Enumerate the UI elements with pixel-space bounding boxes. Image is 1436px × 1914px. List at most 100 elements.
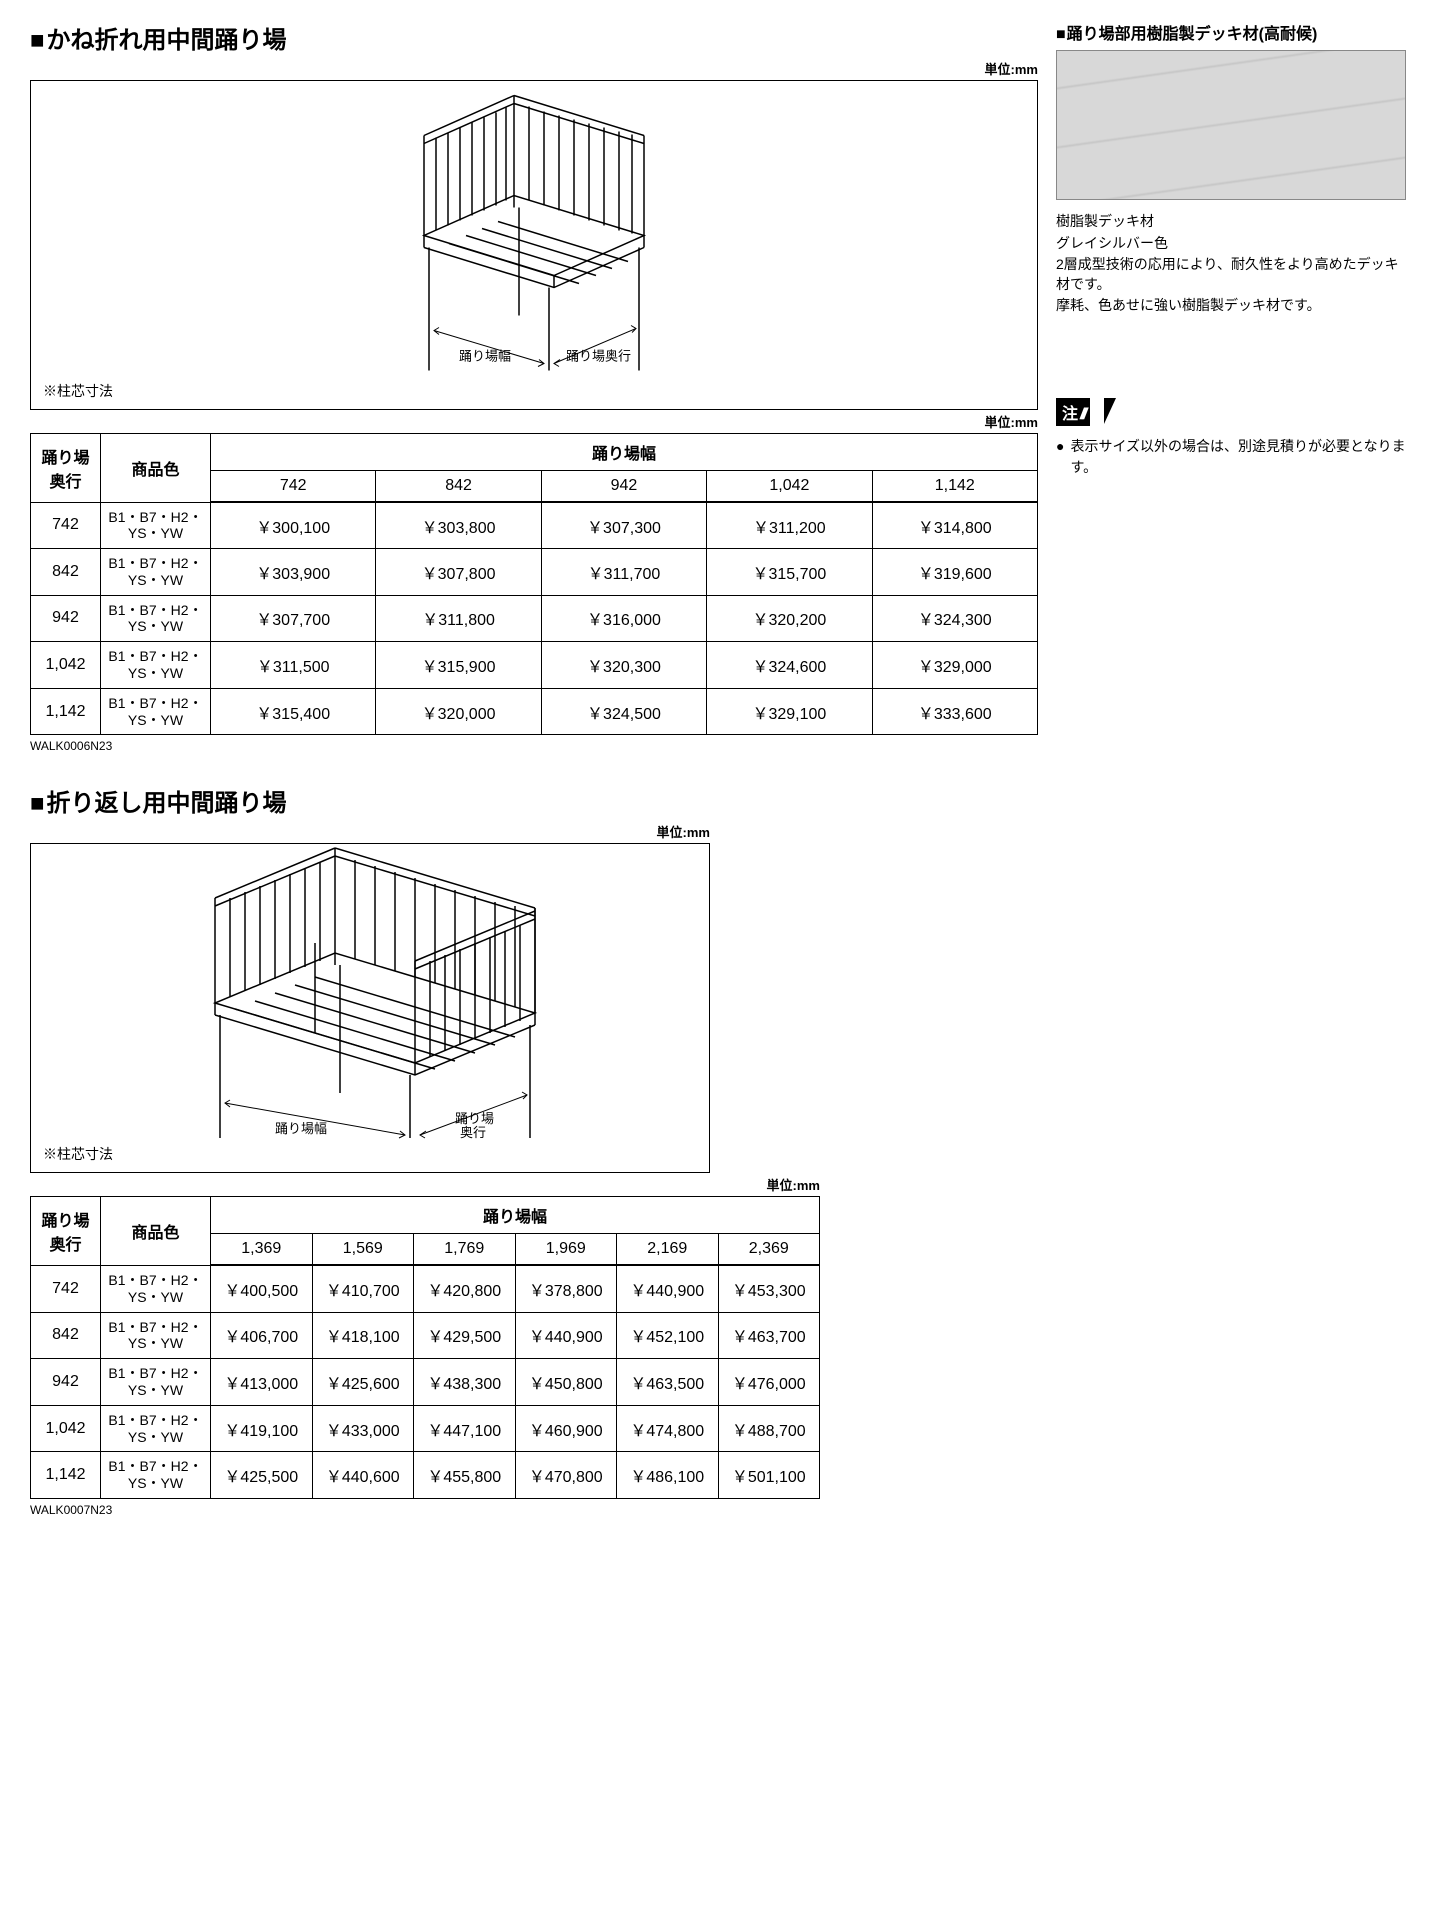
color-cell: B1・B7・H2・ YS・YW xyxy=(101,502,211,549)
price-cell: ￥470,800 xyxy=(515,1452,617,1499)
color-cell: B1・B7・H2・ YS・YW xyxy=(101,595,211,642)
width-col-header: 1,969 xyxy=(515,1234,617,1266)
price-cell: ￥440,900 xyxy=(515,1312,617,1359)
th2-width-group: 踊り場幅 xyxy=(211,1197,820,1234)
price-cell: ￥418,100 xyxy=(312,1312,414,1359)
price-cell: ￥378,800 xyxy=(515,1265,617,1312)
width-col-header: 1,142 xyxy=(872,471,1037,503)
price-cell: ￥425,600 xyxy=(312,1359,414,1406)
landing-diagram-2: 踊り場幅 踊り場奥行 xyxy=(155,843,585,1143)
diagram1-depth-label: 踊り場奥行 xyxy=(566,349,631,364)
price-cell: ￥463,500 xyxy=(617,1359,719,1406)
price-cell: ￥324,600 xyxy=(707,642,872,689)
price-cell: ￥474,800 xyxy=(617,1405,719,1452)
price-cell: ￥438,300 xyxy=(414,1359,516,1406)
width-col-header: 1,042 xyxy=(707,471,872,503)
section1-title: かね折れ用中間踊り場 xyxy=(30,20,1038,55)
th2-depth: 踊り場 奥行 xyxy=(31,1197,101,1266)
price-cell: ￥303,900 xyxy=(211,549,376,596)
price-cell: ￥447,100 xyxy=(414,1405,516,1452)
note-bullet: ● 表示サイズ以外の場合は、別途見積りが必要となります。 xyxy=(1056,436,1406,478)
table-row: 842B1・B7・H2・ YS・YW￥303,900￥307,800￥311,7… xyxy=(31,549,1038,596)
color-cell: B1・B7・H2・ YS・YW xyxy=(101,1405,211,1452)
section1-price-table: 踊り場 奥行 商品色 踊り場幅 7428429421,0421,142 742B… xyxy=(30,433,1038,735)
th-depth: 踊り場 奥行 xyxy=(31,434,101,503)
material-desc1: 2層成型技術の応用により、耐久性をより高めたデッキ材です。 xyxy=(1056,255,1406,294)
depth-cell: 942 xyxy=(31,595,101,642)
price-cell: ￥460,900 xyxy=(515,1405,617,1452)
price-cell: ￥410,700 xyxy=(312,1265,414,1312)
section2-title: 折り返し用中間踊り場 xyxy=(30,783,1406,818)
price-cell: ￥300,100 xyxy=(211,502,376,549)
price-cell: ￥311,500 xyxy=(211,642,376,689)
price-cell: ￥455,800 xyxy=(414,1452,516,1499)
width-col-header: 2,169 xyxy=(617,1234,719,1266)
section1-unit-table: 単位:mm xyxy=(30,412,1038,431)
price-cell: ￥420,800 xyxy=(414,1265,516,1312)
price-cell: ￥319,600 xyxy=(872,549,1037,596)
width-col-header: 1,769 xyxy=(414,1234,516,1266)
material-color: グレイシルバー色 xyxy=(1056,234,1406,254)
price-cell: ￥324,300 xyxy=(872,595,1037,642)
price-cell: ￥329,000 xyxy=(872,642,1037,689)
section2-diagram: 踊り場幅 踊り場奥行 ※柱芯寸法 xyxy=(30,843,710,1173)
depth-cell: 1,042 xyxy=(31,1405,101,1452)
price-cell: ￥463,700 xyxy=(718,1312,820,1359)
th-color: 商品色 xyxy=(101,434,211,503)
material-desc2: 摩耗、色あせに強い樹脂製デッキ材です。 xyxy=(1056,296,1406,316)
depth-cell: 1,142 xyxy=(31,1452,101,1499)
th-width-group: 踊り場幅 xyxy=(211,434,1038,471)
table-row: 1,042B1・B7・H2・ YS・YW￥419,100￥433,000￥447… xyxy=(31,1405,820,1452)
price-cell: ￥406,700 xyxy=(211,1312,313,1359)
price-cell: ￥440,900 xyxy=(617,1265,719,1312)
color-cell: B1・B7・H2・ YS・YW xyxy=(101,549,211,596)
table-row: 742B1・B7・H2・ YS・YW￥400,500￥410,700￥420,8… xyxy=(31,1265,820,1312)
section1-code: WALK0006N23 xyxy=(30,739,1038,753)
price-cell: ￥453,300 xyxy=(718,1265,820,1312)
color-cell: B1・B7・H2・ YS・YW xyxy=(101,1265,211,1312)
diagram2-depth-label: 踊り場奥行 xyxy=(455,1111,494,1140)
price-cell: ￥400,500 xyxy=(211,1265,313,1312)
price-cell: ￥315,900 xyxy=(376,642,541,689)
color-cell: B1・B7・H2・ YS・YW xyxy=(101,642,211,689)
width-col-header: 1,569 xyxy=(312,1234,414,1266)
table-row: 1,042B1・B7・H2・ YS・YW￥311,500￥315,900￥320… xyxy=(31,642,1038,689)
price-cell: ￥450,800 xyxy=(515,1359,617,1406)
note-text: 表示サイズ以外の場合は、別途見積りが必要となります。 xyxy=(1070,436,1406,478)
price-cell: ￥440,600 xyxy=(312,1452,414,1499)
diagram1-width-label: 踊り場幅 xyxy=(459,349,511,364)
price-cell: ￥425,500 xyxy=(211,1452,313,1499)
width-col-header: 942 xyxy=(541,471,706,503)
width-col-header: 842 xyxy=(376,471,541,503)
price-cell: ￥307,300 xyxy=(541,502,706,549)
price-cell: ￥315,400 xyxy=(211,688,376,735)
depth-cell: 1,042 xyxy=(31,642,101,689)
color-cell: B1・B7・H2・ YS・YW xyxy=(101,1452,211,1499)
width-col-header: 742 xyxy=(211,471,376,503)
price-cell: ￥320,300 xyxy=(541,642,706,689)
material-name: 樹脂製デッキ材 xyxy=(1056,212,1406,232)
price-cell: ￥452,100 xyxy=(617,1312,719,1359)
width-col-header: 1,369 xyxy=(211,1234,313,1266)
price-cell: ￥311,200 xyxy=(707,502,872,549)
section2-unit-top: 単位:mm xyxy=(30,822,710,841)
price-cell: ￥333,600 xyxy=(872,688,1037,735)
price-cell: ￥311,800 xyxy=(376,595,541,642)
color-cell: B1・B7・H2・ YS・YW xyxy=(101,688,211,735)
price-cell: ￥311,700 xyxy=(541,549,706,596)
landing-diagram-1: 踊り場幅 踊り場奥行 xyxy=(354,86,714,376)
note-label: 注/// xyxy=(1056,398,1090,426)
price-cell: ￥429,500 xyxy=(414,1312,516,1359)
table-row: 842B1・B7・H2・ YS・YW￥406,700￥418,100￥429,5… xyxy=(31,1312,820,1359)
table-row: 942B1・B7・H2・ YS・YW￥413,000￥425,600￥438,3… xyxy=(31,1359,820,1406)
table-row: 742B1・B7・H2・ YS・YW￥300,100￥303,800￥307,3… xyxy=(31,502,1038,549)
section2-price-table: 踊り場 奥行 商品色 踊り場幅 1,3691,5691,7691,9692,16… xyxy=(30,1196,820,1498)
price-cell: ￥413,000 xyxy=(211,1359,313,1406)
color-cell: B1・B7・H2・ YS・YW xyxy=(101,1359,211,1406)
bullet-dot-icon: ● xyxy=(1056,436,1064,478)
diagram2-note: ※柱芯寸法 xyxy=(43,1144,113,1164)
depth-cell: 942 xyxy=(31,1359,101,1406)
th2-color: 商品色 xyxy=(101,1197,211,1266)
price-cell: ￥488,700 xyxy=(718,1405,820,1452)
section1-diagram: 踊り場幅 踊り場奥行 ※柱芯寸法 xyxy=(30,80,1038,410)
